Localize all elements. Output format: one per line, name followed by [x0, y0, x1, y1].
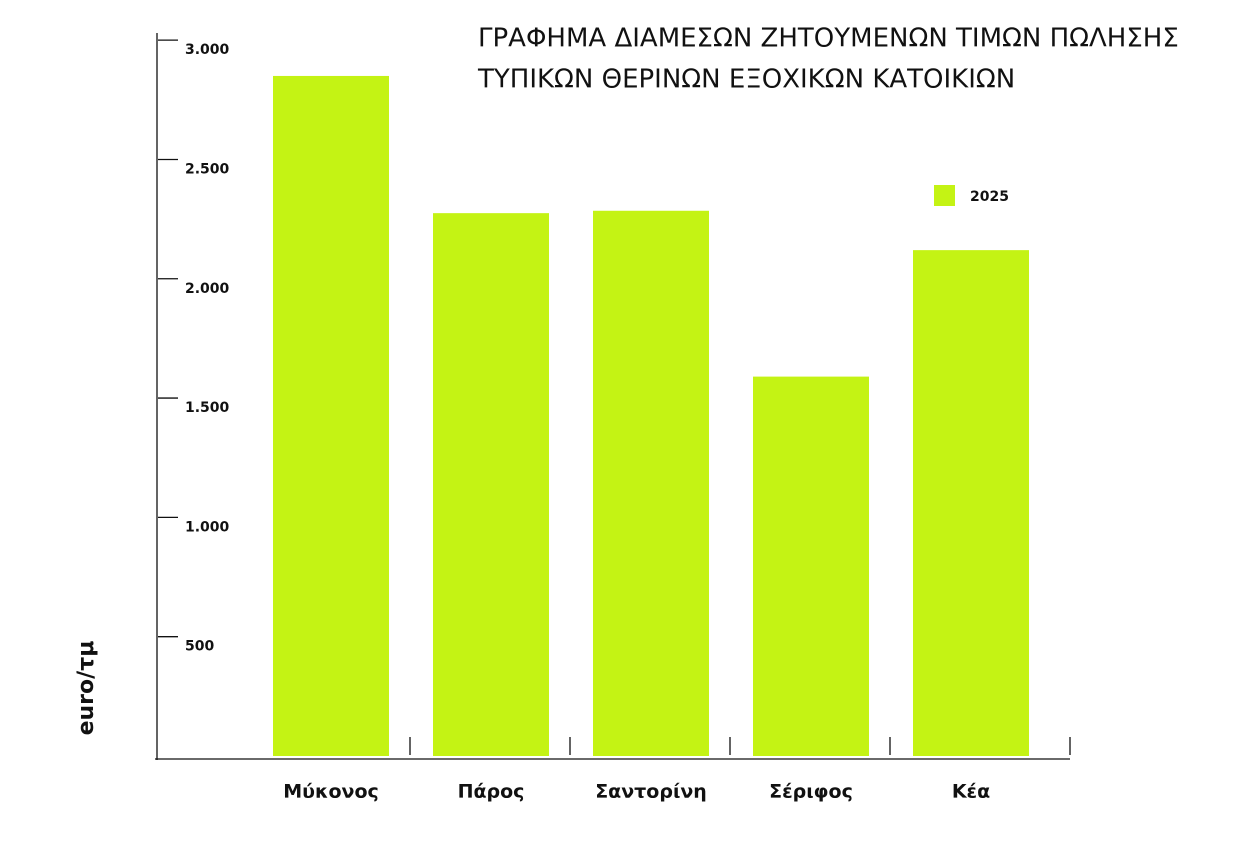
chart-title: ΤΥΠΙΚΩΝ ΘΕΡΙΝΩΝ ΕΞΟΧΙΚΩΝ ΚΑΤΟΙΚΙΩΝ: [477, 65, 1015, 95]
y-axis-label: euro/τμ: [74, 641, 99, 736]
x-tick-label: Πάρος: [458, 781, 525, 803]
x-tick-label: Κέα: [952, 781, 990, 803]
bar: [753, 376, 869, 756]
y-tick-label: 1.000: [185, 519, 230, 535]
y-tick-label: 3.000: [185, 42, 230, 58]
x-tick-label: Σαντορίνη: [595, 781, 707, 803]
y-tick-label: 500: [185, 639, 214, 655]
legend-swatch: [934, 185, 955, 206]
bar: [913, 250, 1029, 756]
x-tick-label: Μύκονος: [283, 781, 379, 803]
legend-label: 2025: [970, 189, 1009, 205]
y-tick-label: 2.500: [185, 161, 230, 177]
y-tick-label: 1.500: [185, 400, 230, 416]
bar: [433, 213, 549, 757]
bar: [273, 75, 389, 756]
chart-title: ΓΡΑΦΗΜΑ ΔΙΑΜΕΣΩΝ ΖΗΤΟΥΜΕΝΩΝ ΤΙΜΩΝ ΠΩΛΗΣΗ…: [478, 24, 1179, 54]
x-tick-label: Σέριφος: [769, 781, 853, 803]
bar: [593, 210, 709, 756]
y-tick-label: 2.000: [185, 281, 230, 297]
